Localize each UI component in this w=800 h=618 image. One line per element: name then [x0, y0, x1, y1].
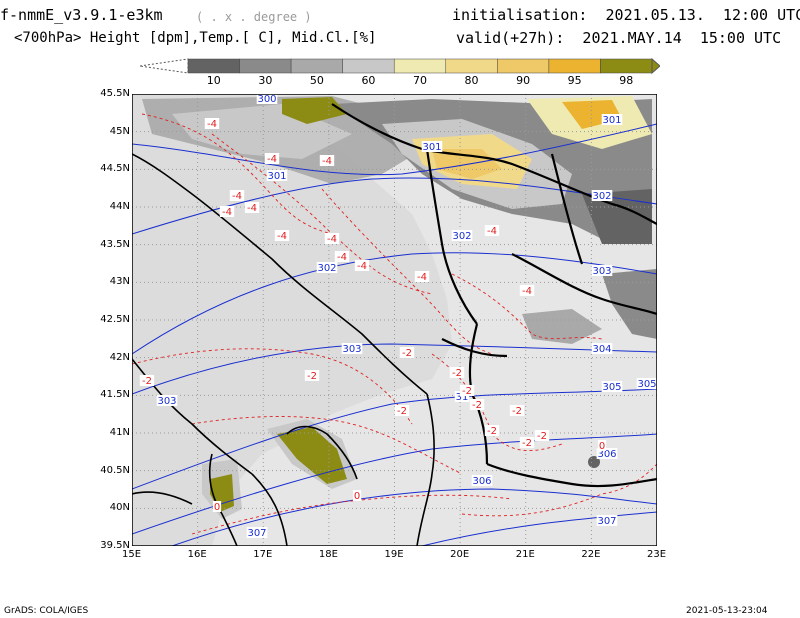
temperature-contour-label: -2 — [512, 406, 522, 417]
latitude-label: 40.5N — [100, 464, 130, 476]
longitude-label: 21E — [515, 549, 535, 560]
temperature-contour-label: -4 — [232, 191, 242, 202]
temperature-contour-label: -2 — [452, 368, 462, 379]
longitude-label: 17E — [253, 549, 273, 560]
colorbar-swatch — [445, 58, 498, 74]
temperature-contour-label: -2 — [522, 438, 532, 449]
valid-time: valid(+27h): 2021.MAY.14 15:00 UTC — [456, 29, 782, 47]
temperature-contour-label: -4 — [322, 156, 332, 167]
latitude-label: 43.5N — [100, 238, 130, 250]
longitude-label: 20E — [450, 549, 470, 560]
latitude-label: 41N — [109, 427, 130, 438]
model-name: f-nmmE_v3.9.1-e3km — [0, 6, 163, 24]
colorbar-swatch — [290, 58, 343, 74]
init-time: initialisation: 2021.05.13. 12:00 UTC — [452, 6, 800, 24]
temperature-contour-label: -2 — [397, 406, 407, 417]
longitude-label: 22E — [581, 549, 601, 560]
latitude-label: 44N — [109, 201, 130, 212]
height-contour-label: 301 — [267, 171, 286, 182]
latitude-label: 40N — [109, 502, 130, 514]
temperature-contour-label: -2 — [307, 371, 317, 382]
cloud-cover-layer — [142, 96, 657, 519]
footer-credit: GrADS: COLA/IGES — [4, 606, 89, 616]
temperature-contour-label: -4 — [337, 252, 347, 263]
temperature-contour-label: -4 — [222, 207, 232, 218]
height-contour-label: 303 — [157, 396, 176, 407]
longitude-label: 15E — [122, 549, 142, 560]
temperature-contour-label: -4 — [487, 226, 497, 237]
longitude-label: 18E — [318, 549, 338, 560]
temperature-contour-label: -4 — [417, 272, 427, 283]
temperature-contour-label: -4 — [207, 119, 217, 130]
colorbar-tick-label: 90 — [516, 74, 531, 87]
latitude-label: 42.5N — [100, 314, 130, 325]
colorbar-tick-label: 95 — [567, 74, 582, 87]
latitude-label: 39.5N — [100, 540, 130, 551]
longitude-label: 23E — [647, 549, 667, 560]
colorbar-swatch — [393, 58, 447, 74]
temperature-contour-label: -2 — [402, 348, 412, 359]
colorbar-swatch — [548, 58, 601, 74]
temperature-contour-label: -4 — [522, 286, 532, 297]
height-contour-label: 304 — [592, 344, 611, 355]
latitude-label: 43N — [109, 276, 130, 288]
contour-labels: 300 301 301 301 302 302 302 303 303 303 304 305 305 3… — [139, 94, 657, 539]
latitude-label: 45N — [109, 125, 130, 137]
height-contour-label: 301 — [602, 115, 621, 126]
temperature-contour-label: -2 — [142, 376, 152, 387]
height-contour-label: 303 — [342, 344, 361, 355]
height-contour-label: 302 — [452, 231, 471, 242]
height-contour-label: 307 — [597, 516, 616, 527]
latitude-label: 42N — [109, 351, 130, 363]
temperature-contour-label: -2 — [537, 431, 547, 442]
colorbar-tick-label: 70 — [413, 74, 427, 87]
height-contour-label: 301 — [422, 142, 441, 153]
height-contour-label: 302 — [317, 263, 336, 274]
lat-lon-grid — [132, 94, 657, 546]
temperature-contour-label: 0 — [214, 502, 220, 513]
colorbar-swatch — [497, 58, 550, 74]
colorbar-swatch — [600, 58, 653, 74]
latitude-label: 41.5N — [100, 389, 130, 401]
temperature-contour-label: -4 — [357, 261, 367, 272]
height-contour-label: 306 — [472, 476, 491, 487]
footer-timestamp: 2021-05-13-23:04 — [686, 606, 768, 616]
temperature-contour-label: -4 — [327, 234, 337, 245]
temperature-contour-label: -4 — [247, 203, 257, 214]
temperature-contour-label: 0 — [599, 441, 605, 452]
temperature-contour-label: -4 — [267, 154, 277, 165]
colorbar-tick-label: 50 — [309, 74, 324, 87]
height-contour-label: 302 — [592, 191, 611, 202]
colorbar-tick-label: 80 — [464, 74, 479, 87]
colorbar-tick-label: 10 — [206, 74, 221, 87]
colorbar-swatch — [187, 58, 240, 74]
height-contour-label: 307 — [247, 528, 266, 539]
colorbar-tick-label: 98 — [619, 74, 634, 87]
height-contour-label: 303 — [592, 266, 611, 277]
colorbar-tick-label: 30 — [258, 74, 273, 87]
colorbar-swatch — [342, 58, 395, 74]
longitude-label: 19E — [384, 549, 404, 560]
height-contour-label: 305 — [602, 382, 621, 393]
colorbar-tick-label: 60 — [361, 74, 376, 87]
colorbar — [140, 58, 660, 74]
latitude-label: 44.5N — [100, 163, 130, 175]
temperature-contour-label: -4 — [277, 231, 287, 242]
field-description: <700hPa> Height [dpm],Temp.[ C], Mid.Cl.… — [14, 30, 377, 46]
height-contour-label: 300 — [257, 94, 276, 105]
temperature-contour-label: -2 — [487, 426, 497, 437]
forecast-map: 300 301 301 301 302 302 302 303 303 303 304 305 305 3… — [132, 94, 657, 546]
longitude-label: 16E — [187, 549, 207, 560]
colorbar-swatch — [239, 58, 292, 74]
height-contour-label: 306 — [597, 449, 616, 460]
height-contour-label: 31 — [456, 392, 469, 403]
units-note: ( . x . degree ) — [196, 10, 312, 24]
country-borders — [331, 103, 657, 488]
temperature-contour-label: -2 — [462, 386, 472, 397]
height-contour-label: 305 — [637, 379, 656, 390]
latitude-label: 45.5N — [100, 88, 130, 99]
temperature-contour-label: -2 — [472, 400, 482, 411]
temperature-contour-label: 0 — [354, 491, 360, 502]
